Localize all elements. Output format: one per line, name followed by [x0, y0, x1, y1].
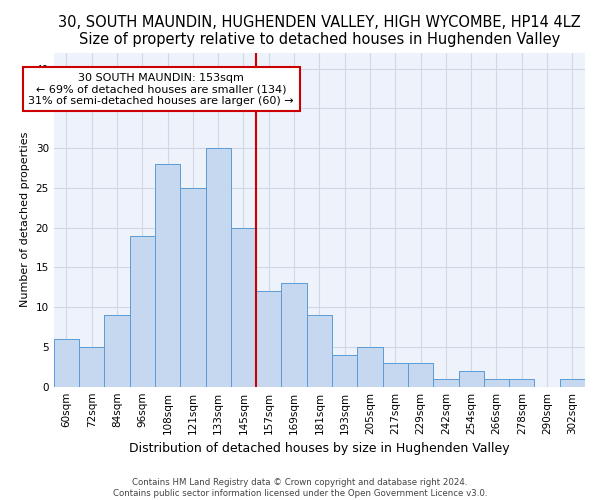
Bar: [130, 236, 155, 386]
Bar: [155, 164, 180, 386]
Bar: [509, 378, 535, 386]
Bar: [383, 363, 408, 386]
Text: 30 SOUTH MAUNDIN: 153sqm
← 69% of detached houses are smaller (134)
31% of semi-: 30 SOUTH MAUNDIN: 153sqm ← 69% of detach…: [28, 72, 294, 106]
Bar: [560, 378, 585, 386]
Bar: [484, 378, 509, 386]
Bar: [206, 148, 231, 386]
Bar: [104, 315, 130, 386]
Bar: [458, 371, 484, 386]
Bar: [281, 284, 307, 387]
Bar: [358, 347, 383, 387]
Bar: [307, 315, 332, 386]
X-axis label: Distribution of detached houses by size in Hughenden Valley: Distribution of detached houses by size …: [129, 442, 509, 455]
Bar: [332, 355, 358, 386]
Bar: [231, 228, 256, 386]
Text: Contains HM Land Registry data © Crown copyright and database right 2024.
Contai: Contains HM Land Registry data © Crown c…: [113, 478, 487, 498]
Bar: [180, 188, 206, 386]
Bar: [79, 347, 104, 387]
Bar: [433, 378, 458, 386]
Title: 30, SOUTH MAUNDIN, HUGHENDEN VALLEY, HIGH WYCOMBE, HP14 4LZ
Size of property rel: 30, SOUTH MAUNDIN, HUGHENDEN VALLEY, HIG…: [58, 15, 581, 48]
Bar: [256, 292, 281, 386]
Bar: [408, 363, 433, 386]
Y-axis label: Number of detached properties: Number of detached properties: [20, 132, 30, 308]
Bar: [54, 339, 79, 386]
